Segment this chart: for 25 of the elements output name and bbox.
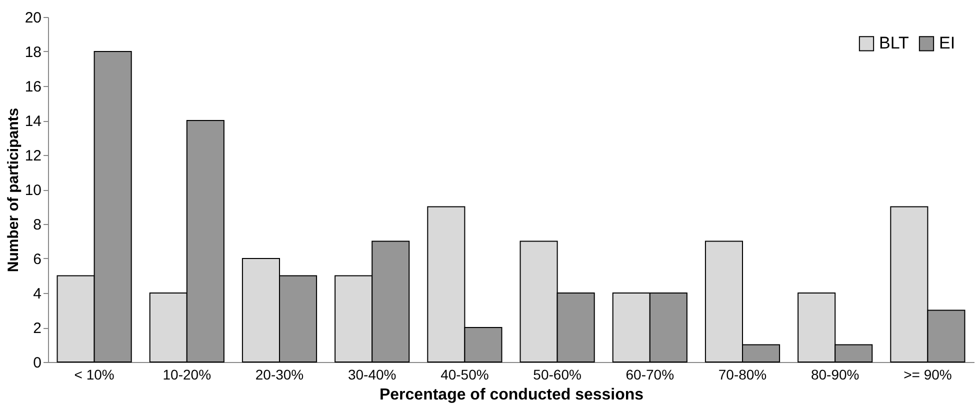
y-tick-label: 6 (33, 251, 42, 268)
x-tick-label: 60-70% (626, 366, 674, 382)
y-tick-label: 0 (33, 354, 42, 372)
legend-label: BLT (879, 34, 909, 53)
x-axis-title: Percentage of conducted sessions (379, 386, 644, 404)
y-tick-label: 14 (24, 113, 42, 130)
x-tick-label: 80-90% (810, 366, 860, 382)
y-tick-label: 2 (33, 320, 42, 337)
y-tick-label: 10 (24, 182, 42, 199)
y-tick-label: 20 (24, 10, 42, 26)
x-tick-label: 30-40% (348, 366, 396, 382)
y-axis-title: Number of participants (4, 108, 22, 272)
x-tick-label: < 10% (74, 366, 114, 382)
x-tick-label: 70-80% (718, 366, 767, 382)
x-tick-label: 20-30% (255, 366, 304, 382)
y-tick-label: 8 (33, 216, 42, 234)
x-tick-label: 10-20% (162, 366, 212, 382)
x-tick-label: 50-60% (533, 366, 582, 382)
y-tick-label: 16 (24, 78, 42, 96)
x-tick-label: >= 90% (904, 366, 952, 382)
y-tick-label: 12 (24, 148, 42, 164)
legend-label: EI (939, 34, 956, 53)
y-tick-label: 18 (24, 44, 42, 61)
y-tick-label: 4 (33, 286, 42, 302)
x-tick-label: 40-50% (440, 366, 489, 382)
